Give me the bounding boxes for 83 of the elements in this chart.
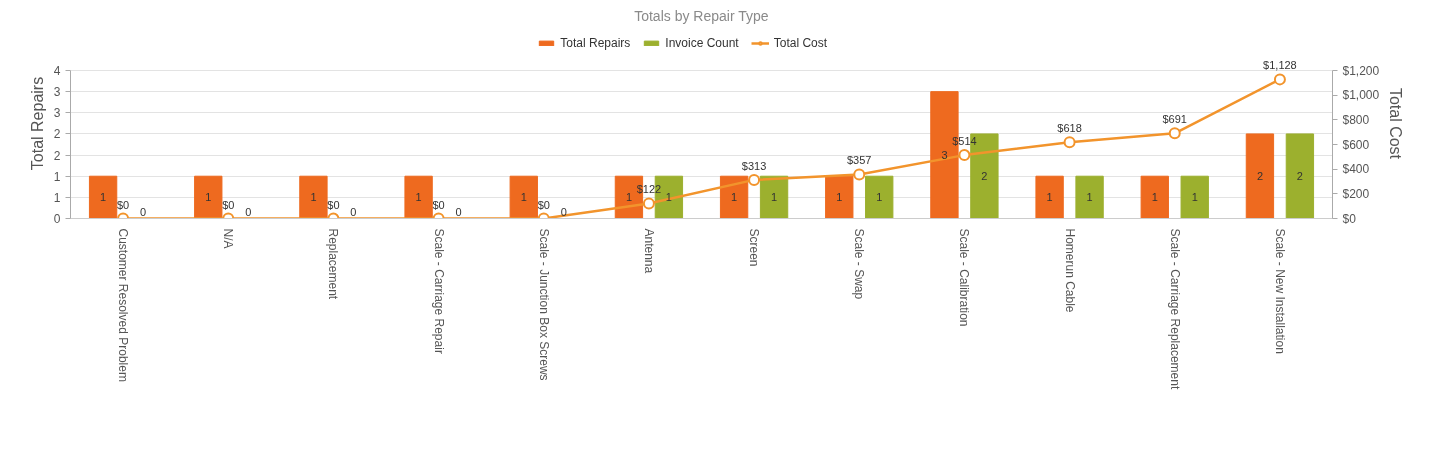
y2-tick-label: $1,200 [1342,63,1380,78]
point [958,149,971,162]
data-label: 2 [1296,170,1303,183]
bar [1075,175,1104,219]
y-tick-label: 0 [53,212,61,226]
x-tick-label: Scale - Junction Box Screws [536,228,551,381]
bar [865,175,894,219]
data-label: 2 [981,170,988,183]
bar [299,175,328,219]
bar [1245,133,1275,219]
bar [825,175,854,219]
y2-tick-label: $200 [1342,186,1370,201]
y-tick-label: 4 [53,64,61,78]
y-tick-label: 1 [53,190,61,205]
data-label: 1 [205,191,212,204]
data-label: 1 [771,191,778,204]
y2-tick-label: $1,000 [1342,88,1380,103]
y2-tick-label: $400 [1342,162,1370,177]
bar [1285,133,1315,219]
data-label: 1 [731,191,738,204]
y-tick-label: 2 [53,127,61,142]
bar [1140,175,1169,219]
data-label: 1 [1191,191,1198,204]
data-label: 1 [310,191,317,204]
data-label: 1 [1046,191,1053,204]
data-label: $313 [741,159,767,172]
y-axis-title: Total Repairs [28,76,46,171]
y-tick-label: 2 [53,148,61,163]
data-label: 2 [1256,170,1263,183]
x-tick-label: Scale - Calibration [957,228,972,327]
bar [194,175,223,219]
legend-label: Total Repairs [560,36,631,50]
x-tick-label: Homerun Cable [1062,228,1077,313]
y-tick-label: 3 [53,106,61,121]
y2-tick-label: $800 [1342,112,1370,127]
data-label: $0 [432,198,445,211]
bar [1035,175,1064,219]
bar [509,175,538,219]
data-label: 1 [520,191,527,204]
bar [1180,175,1209,219]
data-label: 3 [941,149,948,162]
data-label: $0 [537,198,550,211]
point [1063,136,1076,149]
point [853,168,866,181]
data-label: 1 [836,191,843,204]
data-label: $0 [222,198,235,211]
legend-label: Total Cost [773,36,828,50]
data-label: 1 [415,191,422,204]
x-tick-label: Scale - Carriage Repair [431,228,446,354]
data-label: 1 [876,191,883,204]
data-label: 1 [625,191,632,204]
x-tick-label: Screen [747,228,762,267]
y2-tick-label: $0 [1342,211,1357,226]
data-label: 1 [1151,191,1158,204]
point [1168,127,1181,140]
data-label: 0 [245,205,252,218]
y2-axis-title: Total Cost [1387,87,1405,160]
x-tick-label: Scale - Carriage Replacement [1167,228,1182,390]
x-tick-label: Replacement [326,228,341,300]
point [748,173,761,186]
chart-title: Totals by Repair Type [634,7,769,24]
y2-tick-label: $600 [1342,137,1370,152]
data-label: 0 [140,205,147,218]
data-label: 1 [100,191,107,204]
data-label: 0 [455,205,462,218]
data-label: 1 [1086,191,1093,204]
data-label: $618 [1057,122,1082,135]
data-label: $1,128 [1263,59,1297,72]
x-tick-label: N/A [221,228,236,249]
data-label: 0 [350,205,357,218]
data-label: 1 [665,191,672,204]
x-tick-label: Scale - Swap [852,228,867,300]
data-label: $357 [847,154,872,167]
data-label: $0 [116,198,130,211]
data-label: $691 [1162,113,1187,126]
bar [88,175,118,219]
x-tick-label: Scale - New Installation [1272,228,1287,354]
x-tick-label: Antenna [641,228,656,274]
y-tick-label: 3 [53,85,61,100]
x-tick-label: Customer Resolved Problem [116,228,131,382]
bar [404,175,433,219]
legend-label: Invoice Count [665,36,739,50]
y-tick-label: 1 [53,169,61,184]
